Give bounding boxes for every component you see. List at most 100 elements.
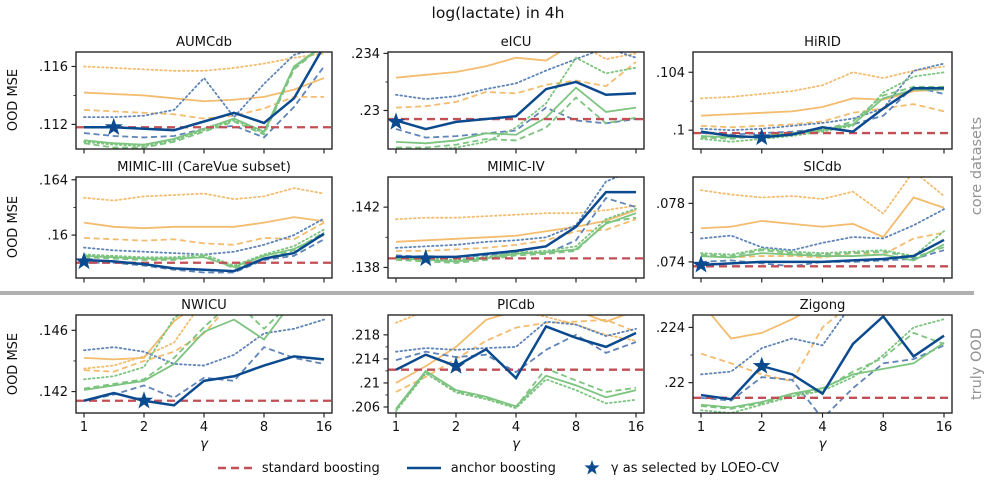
- series-anchor-boosting: [395, 80, 637, 131]
- series-anchor-boosting: [396, 190, 636, 259]
- series-green-solid: [83, 234, 325, 268]
- legend: standard boosting anchor boosting γ as s…: [0, 459, 996, 477]
- plot-lines: [388, 315, 644, 413]
- series-anchor-boosting: [700, 238, 945, 267]
- subplot-title: AUMCdb: [176, 35, 232, 50]
- series-orange-dotted: [700, 65, 945, 100]
- plot-lines: [76, 315, 332, 409]
- series-green-dashed: [700, 246, 945, 259]
- x-tick-label: 16: [316, 420, 333, 435]
- series-blue-dotted: [83, 217, 325, 256]
- x-tick-label: 4: [512, 420, 520, 435]
- plot-lines: [76, 52, 332, 149]
- series-blue-dashed: [395, 333, 637, 374]
- series-orange-dashed: [83, 221, 325, 246]
- series-green-solid: [395, 212, 637, 263]
- loeo-cv-star-marker: [446, 356, 466, 374]
- y-tick-label: .112: [39, 118, 68, 133]
- y-tick-label: .104: [656, 66, 685, 81]
- series-green-dotted: [83, 52, 317, 148]
- series-blue-dashed: [83, 65, 325, 139]
- x-tick-label: 1: [697, 420, 705, 435]
- series-orange-dashed: [83, 315, 222, 373]
- series-blue-dashed: [700, 85, 945, 136]
- plot-lines: [388, 177, 644, 267]
- series-orange-dotted: [700, 177, 945, 215]
- loeo-cv-star-marker: [76, 251, 94, 270]
- series-anchor-boosting: [83, 355, 325, 407]
- series-green-dashed: [700, 85, 944, 140]
- series-orange-dashed: [395, 318, 637, 393]
- subplot-aumcdb: AUMCdb .116 .112: [39, 35, 333, 154]
- series-orange-solid: [395, 315, 627, 384]
- y-tick-label: .206: [351, 400, 380, 415]
- loeo-cv-star-marker: [752, 127, 771, 146]
- series-blue-dotted: [395, 320, 637, 353]
- loeo-cv-star-marker: [416, 248, 435, 267]
- series-blue-dotted: [83, 318, 325, 367]
- series-green-solid: [700, 243, 945, 262]
- loeo-cv-star-marker: [693, 255, 711, 273]
- y-axis-label-row2: OOD MSE: [6, 195, 21, 259]
- series-green-dotted: [83, 228, 325, 267]
- series-orange-solid: [83, 315, 185, 361]
- subplot-nwicu: NWICU .146 .142 1 2 4 8 16 γ: [39, 298, 333, 452]
- y-tick-label: .1: [673, 124, 685, 139]
- series-orange-dashed: [700, 315, 840, 383]
- loeo-cv-star-marker: [104, 117, 123, 135]
- plot-lines: [76, 187, 332, 274]
- subplot-mimic-iii-carevue-subset: MIMIC-III (CareVue subset) .164 .16: [39, 160, 333, 283]
- subplot-mimic-iv: MIMIC-IV .142 .138: [351, 160, 645, 283]
- y-tick-label: .224: [656, 321, 685, 336]
- series-orange-dotted: [395, 204, 637, 221]
- x-tick-label: 16: [936, 420, 953, 435]
- y-tick-label: .074: [656, 255, 685, 270]
- series-orange-dotted: [83, 315, 195, 370]
- y-tick-label: .22: [664, 376, 685, 391]
- loeo-cv-star-marker: [388, 112, 406, 130]
- plot-lines: [693, 62, 952, 146]
- red-dashed-line-swatch: [217, 466, 252, 470]
- x-axis-label-gamma: γ: [819, 436, 828, 452]
- subplot-title: MIMIC-IV: [487, 160, 544, 175]
- series-orange-dashed: [396, 218, 637, 252]
- series-green-dotted: [700, 71, 945, 143]
- subplot-title: MIMIC-III (CareVue subset): [117, 160, 291, 175]
- series-green-dotted: [83, 315, 181, 381]
- x-tick-label: 16: [628, 420, 645, 435]
- series-green-dashed: [83, 52, 317, 149]
- series-orange-solid: [700, 88, 945, 117]
- series-blue-dashed: [700, 249, 945, 268]
- x-tick-label: 2: [140, 420, 148, 435]
- y-tick-label: .21: [359, 376, 380, 391]
- legend-label-anchor-boosting: anchor boosting: [450, 460, 556, 476]
- subplot-title: NWICU: [181, 298, 227, 313]
- series-blue-dotted: [700, 315, 846, 376]
- legend-item-loeo-cv-star: γ as selected by LOEO-CV: [582, 459, 779, 477]
- y-tick-label: .23: [359, 104, 380, 119]
- series-anchor-boosting: [700, 315, 945, 401]
- series-green-dashed: [83, 231, 325, 270]
- series-anchor-boosting: [83, 232, 325, 273]
- y-axis-label-row1: OOD MSE: [6, 68, 21, 132]
- series-green-dashed: [700, 331, 945, 410]
- y-tick-label: .142: [351, 201, 380, 216]
- loeo-cv-star-marker: [134, 391, 154, 409]
- x-tick-label: 4: [200, 420, 208, 435]
- row-group-label-truly-ood: truly OOD: [969, 327, 985, 401]
- series-anchor-boosting: [395, 324, 637, 381]
- series-orange-solid: [83, 77, 325, 103]
- series-orange-dashed: [395, 61, 637, 109]
- legend-item-anchor-boosting: anchor boosting: [406, 461, 556, 476]
- series-orange-dotted: [591, 52, 637, 61]
- series-anchor-boosting: [84, 52, 323, 132]
- legend-item-standard-boosting: standard boosting: [217, 461, 380, 476]
- subplot-title: SICdb: [803, 160, 841, 175]
- series-orange-solid: [700, 196, 945, 239]
- series-blue-dotted: [700, 208, 945, 252]
- series-green-dotted: [395, 372, 637, 413]
- y-tick-label: .146: [39, 324, 68, 339]
- series-blue-dotted: [83, 52, 308, 119]
- y-tick-label: .078: [656, 197, 685, 212]
